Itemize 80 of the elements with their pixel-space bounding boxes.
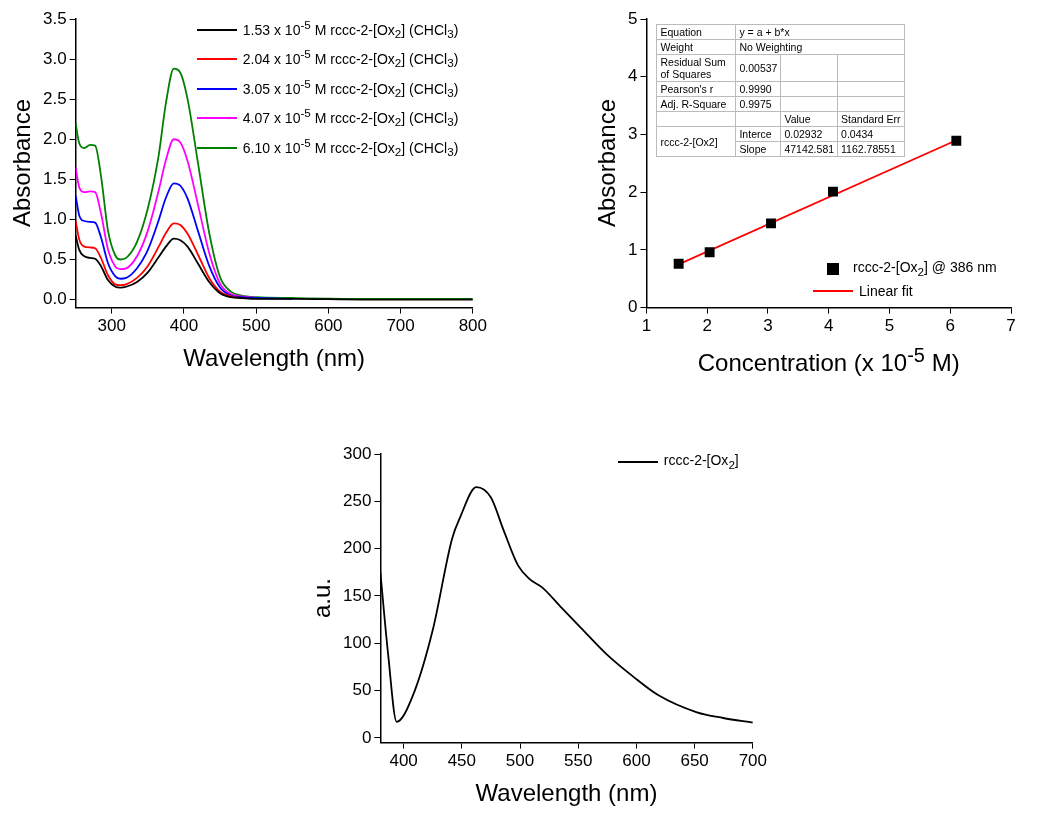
- x-axis-title: Wavelength (nm): [183, 344, 366, 372]
- legend-label: 1.53 x 10$^{-5}$ M rccc-2-[Ox$_{2}$] (CHCl$_{3}$): [242, 17, 459, 43]
- legend-label: rccc-2-[Ox$_{2}$] @ 386 nm: [853, 257, 997, 280]
- x-tick-label: 500: [241, 316, 271, 336]
- x-tick-label: 400: [169, 316, 199, 336]
- y-tick-label: 3.5: [42, 8, 67, 28]
- y-tick-label: 2: [627, 181, 638, 201]
- x-tick-label: 700: [738, 751, 768, 771]
- point: [704, 247, 715, 258]
- y-tick-label: 2.0: [42, 128, 67, 148]
- point: [951, 135, 962, 146]
- annotation: Pearson's r: [656, 81, 736, 97]
- y-tick-label: 0.0: [42, 289, 67, 309]
- legend-label: rccc-2-[Ox$_{2}$]: [663, 451, 739, 473]
- x-tick-label: 7: [1006, 316, 1016, 336]
- y-tick-label: 0: [627, 297, 638, 317]
- y-tick-label: 0: [361, 727, 372, 747]
- annotation: No Weighting: [735, 39, 905, 55]
- y-axis-title: Absorbance: [593, 99, 622, 228]
- x-tick-label: 650: [680, 751, 709, 771]
- annotation: Interce: [735, 126, 781, 142]
- x-tick-label: 600: [622, 751, 651, 771]
- y-tick-label: 4: [627, 66, 638, 86]
- annotation: Residual Sum of Squares: [656, 54, 736, 82]
- y-tick-label: 1: [627, 239, 638, 259]
- annotation: Equation: [656, 24, 736, 40]
- x-tick-label: 450: [447, 751, 477, 771]
- legend-label: 2.04 x 10$^{-5}$ M rccc-2-[Ox$_{2}$] (CHCl$_{3}$): [242, 46, 459, 72]
- x-tick-label: 550: [564, 751, 593, 771]
- point: [828, 186, 838, 197]
- y-tick-label: 1.0: [42, 209, 67, 229]
- point: [673, 258, 684, 269]
- x-tick-label: 3: [763, 316, 773, 336]
- x-tick-label: 700: [386, 316, 415, 336]
- y-tick-label: 50: [352, 680, 372, 700]
- y-tick-label: 150: [342, 585, 372, 605]
- y-axis-title: Absorbance: [8, 99, 37, 228]
- annotation: rccc-2-[Ox2]: [656, 126, 736, 157]
- x-axis-title: Wavelength (nm): [475, 779, 658, 807]
- annotation: Value: [780, 111, 838, 127]
- y-tick-label: 200: [342, 538, 372, 558]
- x-tick-label: 2: [702, 316, 712, 336]
- point: [766, 218, 776, 229]
- y-axis-title: a.u.: [308, 578, 336, 619]
- y-tick-label: 0.5: [42, 249, 67, 269]
- annotation: 0.9975: [735, 96, 781, 112]
- y-tick-label: 2.5: [42, 88, 67, 108]
- annotation: Weight: [656, 39, 736, 55]
- line-series: [75, 67, 473, 300]
- annotation: 0.00537: [735, 54, 781, 82]
- x-tick-label: 800: [458, 316, 488, 336]
- annotation: 1162.78551: [837, 141, 905, 157]
- y-tick-label: 300: [342, 443, 372, 463]
- y-tick-label: 100: [342, 632, 372, 652]
- legend-label: 4.07 x 10$^{-5}$ M rccc-2-[Ox$_{2}$] (CHCl$_{3}$): [242, 105, 459, 131]
- x-axis-title: Concentration (x 10$^{-5}$ M): [697, 344, 960, 377]
- y-tick-label: 3: [627, 124, 638, 144]
- x-tick-label: 500: [505, 751, 535, 771]
- y-tick-label: 3.0: [42, 48, 67, 68]
- annotation: 0.02932: [780, 126, 838, 142]
- annotation: Standard Err: [837, 111, 905, 127]
- y-tick-label: 250: [342, 491, 372, 510]
- x-tick-label: 4: [823, 316, 834, 336]
- legend-label: Linear fit: [859, 282, 913, 302]
- x-tick-label: 600: [314, 316, 343, 336]
- legend-label: 6.10 x 10$^{-5}$ M rccc-2-[Ox$_{2}$] (CHCl$_{3}$): [242, 134, 459, 161]
- x-tick-label: 5: [884, 316, 895, 336]
- x-tick-label: 300: [97, 316, 126, 336]
- annotation: 47142.581: [780, 141, 838, 157]
- x-tick-label: 400: [389, 751, 418, 771]
- legend-label: 3.05 x 10$^{-5}$ M rccc-2-[Ox$_{2}$] (CHCl$_{3}$): [242, 75, 459, 102]
- annotation: Adj. R-Square: [656, 96, 736, 112]
- y-tick-label: 5: [627, 8, 638, 28]
- annotation: 0.9990: [735, 81, 781, 97]
- x-tick-label: 6: [945, 316, 955, 336]
- annotation: 0.0434: [837, 126, 905, 142]
- annotation: y = a + b*x: [735, 24, 905, 40]
- x-tick-label: 1: [641, 316, 652, 336]
- y-tick-label: 1.5: [42, 169, 67, 189]
- annotation: Slope: [735, 141, 781, 157]
